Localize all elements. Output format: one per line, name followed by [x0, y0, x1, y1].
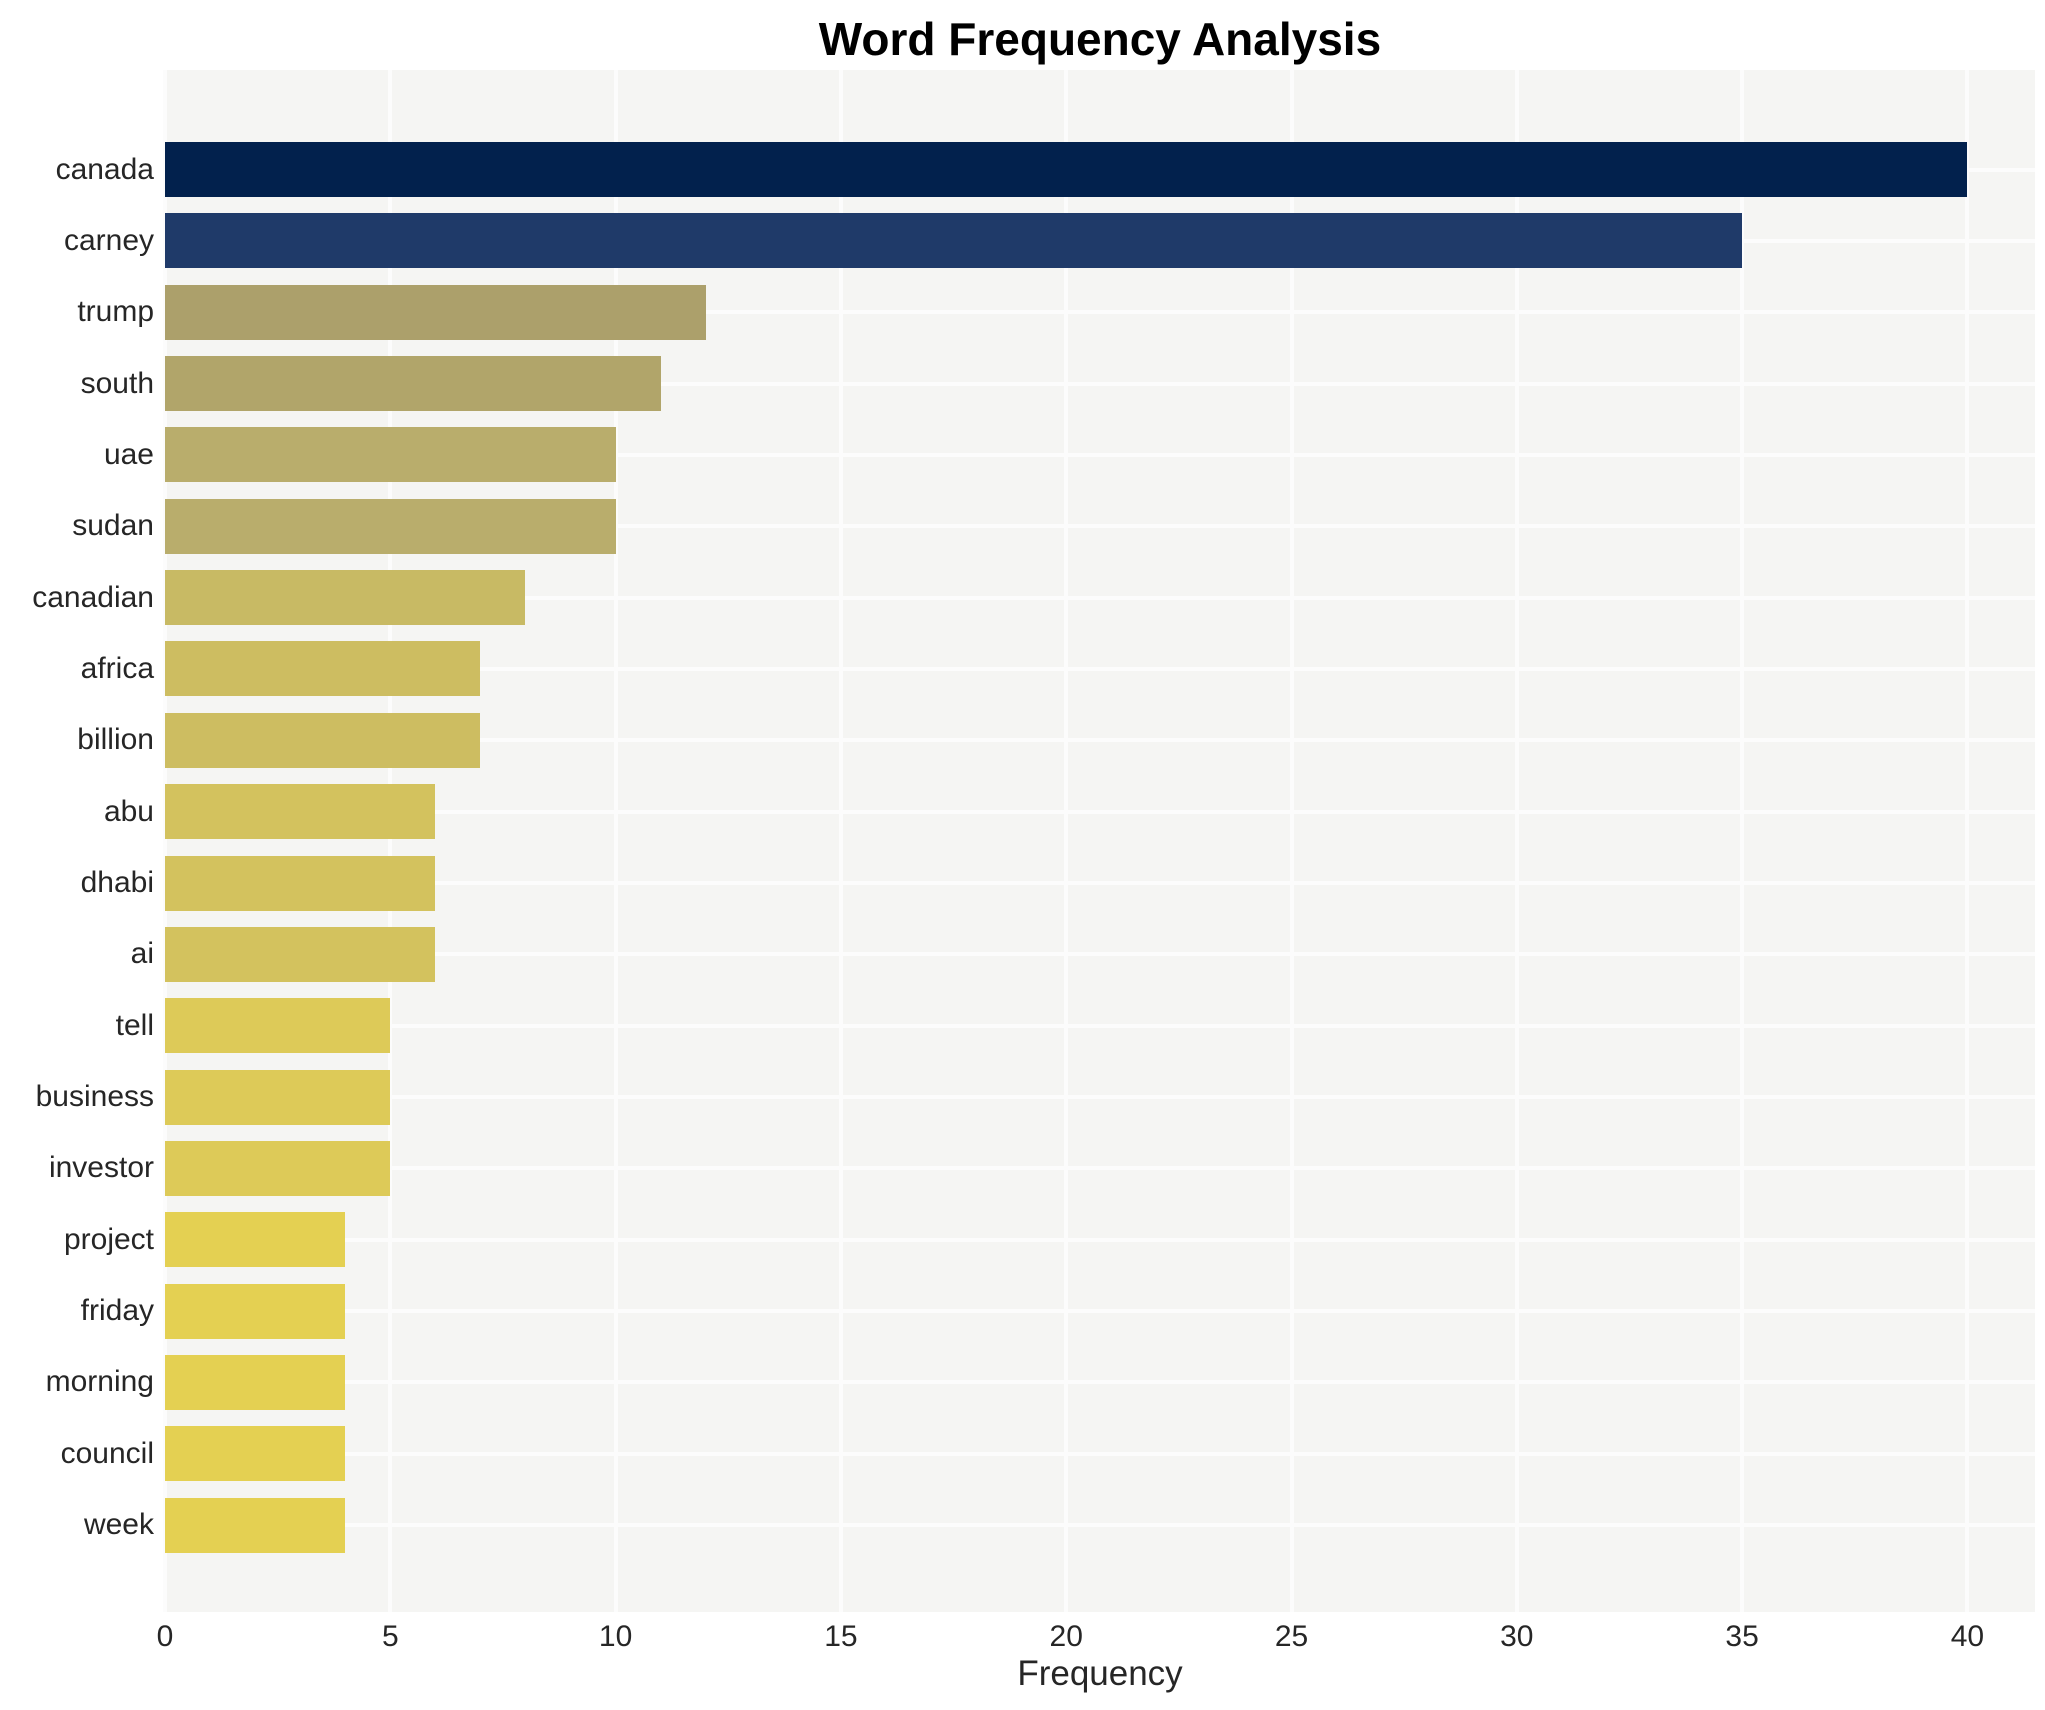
- y-tick-label-sudan: sudan: [72, 509, 154, 543]
- bar-dhabi: [165, 855, 436, 911]
- gridline-y-africa: [165, 666, 2035, 671]
- gridline-x-40: [1965, 70, 1970, 1612]
- gridline-x-25: [1289, 70, 1294, 1612]
- gridline-x-5: [388, 70, 393, 1612]
- gridline-y-billion: [165, 738, 2035, 743]
- bar-canada: [165, 142, 1968, 197]
- y-tick-label-project: project: [63, 1222, 154, 1256]
- bar-billion: [165, 712, 481, 768]
- y-tick-label-uae: uae: [103, 437, 154, 471]
- bar-week: [165, 1497, 346, 1553]
- x-tick-label-15: 15: [824, 1620, 858, 1653]
- y-tick-label-ai: ai: [130, 937, 154, 971]
- gridline-y-council: [165, 1451, 2035, 1456]
- gridline-y-project: [165, 1237, 2035, 1242]
- plot-area: [163, 70, 2035, 1612]
- bar-sudan: [165, 498, 616, 554]
- bar-abu: [165, 784, 436, 840]
- bar-south: [165, 356, 661, 412]
- y-tick-label-morning: morning: [45, 1365, 154, 1399]
- bar-carney: [165, 213, 1743, 269]
- bar-council: [165, 1426, 346, 1482]
- y-tick-label-carney: carney: [63, 223, 154, 257]
- gridline-x-15: [838, 70, 843, 1612]
- gridline-y-business: [165, 1095, 2035, 1100]
- gridline-x-30: [1514, 70, 1519, 1612]
- bar-project: [165, 1212, 346, 1268]
- y-tick-label-tell: tell: [115, 1008, 154, 1042]
- gridline-y-abu: [165, 809, 2035, 814]
- gridline-y-ai: [165, 952, 2035, 957]
- gridline-y-south: [165, 381, 2035, 386]
- bar-trump: [165, 284, 706, 340]
- gridline-y-tell: [165, 1023, 2035, 1028]
- y-tick-label-south: south: [80, 366, 154, 400]
- bar-morning: [165, 1354, 346, 1410]
- y-tick-label-investor: investor: [48, 1151, 154, 1185]
- y-tick-label-council: council: [60, 1436, 154, 1470]
- bar-ai: [165, 926, 436, 982]
- gridline-x-20: [1064, 70, 1069, 1612]
- x-tick-label-10: 10: [598, 1620, 633, 1653]
- x-tick-label-40: 40: [1950, 1620, 1985, 1653]
- gridline-y-week: [165, 1523, 2035, 1528]
- gridline-y-morning: [165, 1380, 2035, 1385]
- x-tick-label-5: 5: [381, 1620, 399, 1653]
- bar-tell: [165, 998, 391, 1054]
- x-tick-label-0: 0: [156, 1620, 174, 1653]
- gridline-x-10: [613, 70, 618, 1612]
- y-tick-label-business: business: [35, 1080, 154, 1114]
- x-tick-label-35: 35: [1725, 1620, 1759, 1653]
- gridline-y-canadian: [165, 595, 2035, 600]
- y-tick-label-billion: billion: [77, 723, 154, 757]
- gridline-x-0: [163, 70, 167, 1612]
- x-tick-label-20: 20: [1049, 1620, 1083, 1653]
- bar-investor: [165, 1140, 391, 1196]
- bar-canadian: [165, 570, 526, 626]
- y-tick-label-week: week: [83, 1508, 154, 1542]
- bar-africa: [165, 641, 481, 697]
- gridline-y-uae: [165, 452, 2035, 457]
- y-tick-label-canadian: canadian: [32, 580, 154, 614]
- x-tick-label-30: 30: [1500, 1620, 1534, 1653]
- gridline-x-35: [1740, 70, 1745, 1612]
- gridline-y-trump: [165, 310, 2035, 315]
- gridline-y-investor: [165, 1166, 2035, 1171]
- y-tick-label-friday: friday: [80, 1294, 154, 1328]
- y-tick-label-trump: trump: [77, 295, 154, 329]
- x-axis-label: Frequency: [1017, 1654, 1183, 1693]
- bar-friday: [165, 1283, 346, 1339]
- bar-business: [165, 1069, 391, 1125]
- gridline-y-sudan: [165, 524, 2035, 529]
- gridline-y-dhabi: [165, 881, 2035, 885]
- bar-uae: [165, 427, 616, 483]
- y-tick-label-dhabi: dhabi: [80, 866, 154, 899]
- y-tick-label-abu: abu: [103, 794, 154, 828]
- gridline-y-friday: [165, 1309, 2035, 1314]
- y-tick-label-canada: canada: [55, 152, 154, 186]
- x-tick-label-25: 25: [1274, 1620, 1309, 1653]
- y-tick-label-africa: africa: [80, 651, 154, 685]
- chart-title: Word Frequency Analysis: [818, 13, 1382, 65]
